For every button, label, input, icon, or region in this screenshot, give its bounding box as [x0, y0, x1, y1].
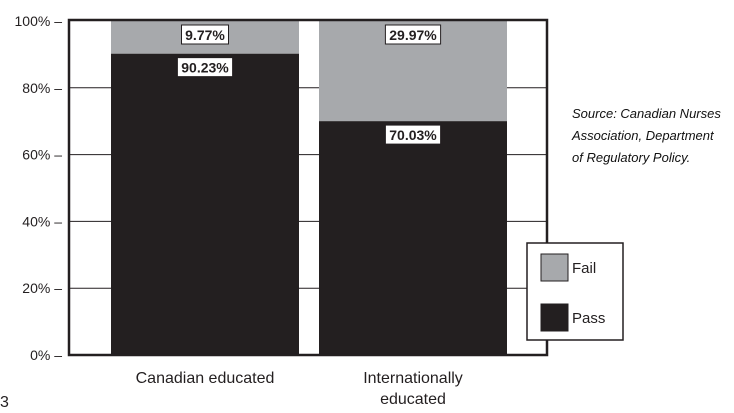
y-tick-label: 60% –: [22, 147, 62, 163]
source-note-line: Source: Canadian Nurses: [572, 106, 721, 121]
data-label-box: [384, 124, 442, 145]
legend-label-pass: Pass: [572, 310, 605, 327]
legend: Fail Pass: [526, 242, 624, 341]
data-label: 29.97%: [389, 27, 437, 43]
y-axis-tick-labels: 0% – 20% – 40% – 60% – 80% – 100% –: [15, 13, 63, 363]
legend-swatch-fail: [540, 253, 569, 282]
bar-segment-pass: [111, 53, 299, 355]
legend-swatch-pass: [540, 303, 569, 332]
data-label: 9.77%: [185, 27, 225, 43]
x-tick-label: educated: [380, 391, 446, 408]
source-note-line: of Regulatory Policy.: [572, 150, 691, 165]
bar-segment-pass: [319, 121, 507, 356]
x-axis-category-labels: Canadian educated Internationally educated: [136, 370, 463, 408]
data-label: 70.03%: [389, 127, 437, 143]
legend-label-fail: Fail: [572, 260, 596, 277]
plot-frame: [67, 18, 549, 357]
page-marker: 3: [0, 394, 9, 408]
source-note-line: Association, Department: [572, 128, 714, 143]
x-tick-label: Canadian educated: [136, 370, 275, 387]
y-tick-label: 0% –: [30, 347, 62, 363]
x-tick-label: Internationally: [363, 370, 463, 387]
source-note: Source: Canadian Nurses Association, Depa…: [572, 103, 732, 169]
y-tick-label: 20% –: [22, 280, 62, 296]
y-tick-label: 100% –: [15, 13, 63, 29]
bars: 90.23% 9.77% 70.03% 29.97%: [111, 21, 507, 356]
y-tick-label: 40% –: [22, 213, 62, 229]
data-label-box: [181, 24, 229, 45]
data-label: 90.23%: [181, 60, 229, 76]
y-tick-label: 80% –: [22, 80, 62, 96]
data-label-box: [176, 57, 234, 78]
data-label-box: [384, 24, 442, 45]
